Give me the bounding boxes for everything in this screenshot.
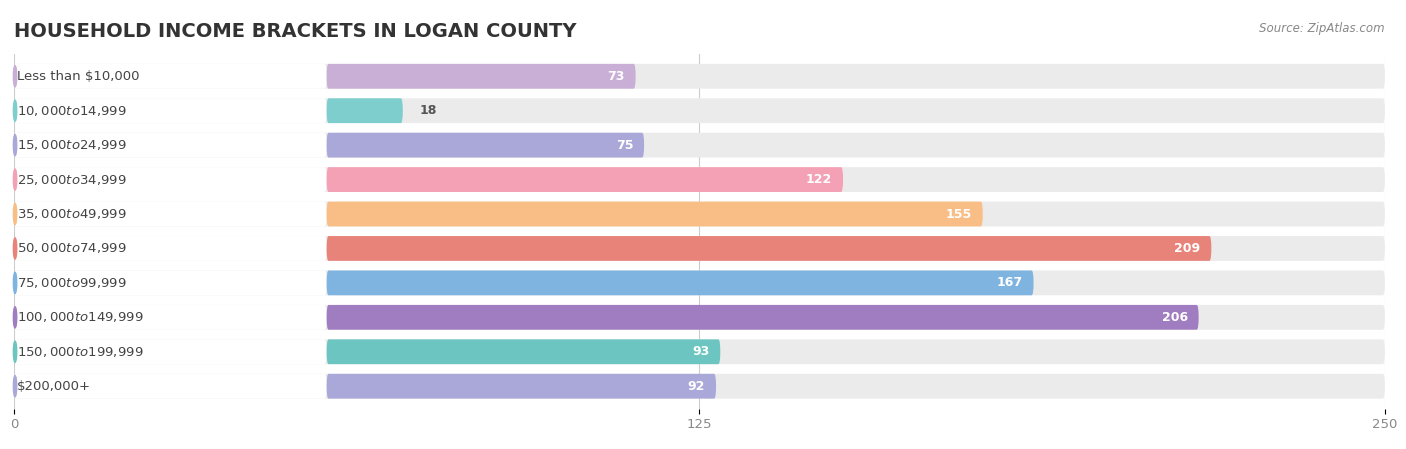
Text: 155: 155 bbox=[946, 207, 972, 220]
FancyBboxPatch shape bbox=[14, 202, 326, 226]
FancyBboxPatch shape bbox=[326, 339, 720, 364]
Circle shape bbox=[14, 238, 17, 259]
FancyBboxPatch shape bbox=[326, 202, 983, 226]
FancyBboxPatch shape bbox=[14, 305, 1385, 330]
Text: 122: 122 bbox=[806, 173, 832, 186]
FancyBboxPatch shape bbox=[326, 236, 1212, 261]
Circle shape bbox=[14, 135, 17, 156]
FancyBboxPatch shape bbox=[326, 270, 1033, 295]
Circle shape bbox=[14, 307, 17, 328]
FancyBboxPatch shape bbox=[14, 64, 326, 88]
Text: 93: 93 bbox=[692, 345, 710, 358]
FancyBboxPatch shape bbox=[14, 270, 1385, 295]
FancyBboxPatch shape bbox=[326, 167, 844, 192]
Text: $100,000 to $149,999: $100,000 to $149,999 bbox=[17, 310, 143, 324]
FancyBboxPatch shape bbox=[14, 270, 326, 295]
Text: $75,000 to $99,999: $75,000 to $99,999 bbox=[17, 276, 127, 290]
FancyBboxPatch shape bbox=[14, 374, 1385, 399]
Text: Less than $10,000: Less than $10,000 bbox=[17, 70, 139, 83]
FancyBboxPatch shape bbox=[14, 339, 1385, 364]
FancyBboxPatch shape bbox=[326, 133, 644, 158]
Circle shape bbox=[14, 376, 17, 397]
Text: Source: ZipAtlas.com: Source: ZipAtlas.com bbox=[1260, 22, 1385, 35]
Text: 73: 73 bbox=[607, 70, 624, 83]
Circle shape bbox=[14, 100, 17, 121]
FancyBboxPatch shape bbox=[14, 98, 326, 123]
FancyBboxPatch shape bbox=[326, 64, 636, 88]
Text: $35,000 to $49,999: $35,000 to $49,999 bbox=[17, 207, 127, 221]
FancyBboxPatch shape bbox=[14, 202, 1385, 226]
FancyBboxPatch shape bbox=[326, 305, 1199, 330]
FancyBboxPatch shape bbox=[14, 167, 326, 192]
Text: 18: 18 bbox=[419, 104, 437, 117]
Circle shape bbox=[14, 273, 17, 294]
Circle shape bbox=[14, 203, 17, 224]
Text: HOUSEHOLD INCOME BRACKETS IN LOGAN COUNTY: HOUSEHOLD INCOME BRACKETS IN LOGAN COUNT… bbox=[14, 22, 576, 41]
FancyBboxPatch shape bbox=[326, 98, 402, 123]
Text: $10,000 to $14,999: $10,000 to $14,999 bbox=[17, 104, 127, 118]
FancyBboxPatch shape bbox=[14, 236, 1385, 261]
Circle shape bbox=[14, 169, 17, 190]
Text: 209: 209 bbox=[1174, 242, 1201, 255]
FancyBboxPatch shape bbox=[14, 236, 326, 261]
Text: $25,000 to $34,999: $25,000 to $34,999 bbox=[17, 172, 127, 187]
FancyBboxPatch shape bbox=[14, 64, 1385, 88]
FancyBboxPatch shape bbox=[14, 133, 326, 158]
Text: 206: 206 bbox=[1161, 311, 1188, 324]
FancyBboxPatch shape bbox=[14, 305, 326, 330]
Text: $150,000 to $199,999: $150,000 to $199,999 bbox=[17, 345, 143, 359]
FancyBboxPatch shape bbox=[14, 133, 1385, 158]
Circle shape bbox=[14, 66, 17, 87]
Text: 167: 167 bbox=[997, 277, 1022, 290]
FancyBboxPatch shape bbox=[326, 374, 716, 399]
FancyBboxPatch shape bbox=[14, 98, 1385, 123]
Circle shape bbox=[14, 341, 17, 362]
FancyBboxPatch shape bbox=[14, 374, 326, 399]
FancyBboxPatch shape bbox=[14, 339, 326, 364]
Text: 92: 92 bbox=[688, 380, 704, 393]
Text: 75: 75 bbox=[616, 139, 633, 152]
Text: $50,000 to $74,999: $50,000 to $74,999 bbox=[17, 242, 127, 255]
Text: $15,000 to $24,999: $15,000 to $24,999 bbox=[17, 138, 127, 152]
FancyBboxPatch shape bbox=[14, 167, 1385, 192]
Text: $200,000+: $200,000+ bbox=[17, 380, 91, 393]
